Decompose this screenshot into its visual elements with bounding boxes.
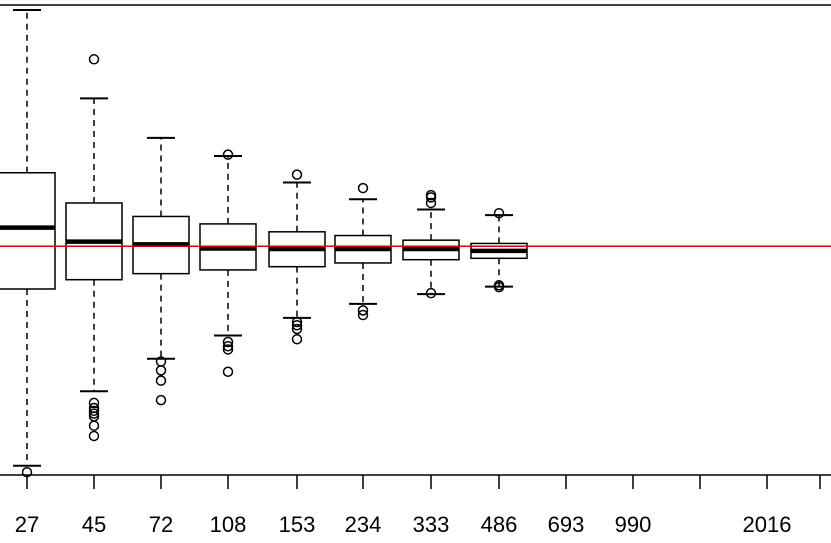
outlier-point — [357, 309, 369, 321]
x-tick-label: 153 — [279, 512, 316, 537]
box-iqr — [0, 172, 56, 290]
x-tick-label: 486 — [481, 512, 518, 537]
outlier-point — [357, 305, 369, 316]
box-27 — [0, 9, 56, 478]
outlier-point — [222, 344, 234, 355]
x-tick-label: 990 — [615, 512, 652, 537]
outlier-point — [222, 149, 234, 160]
outlier-point — [291, 316, 303, 328]
box-234 — [334, 182, 392, 321]
x-tick-label: 2016 — [743, 512, 792, 537]
outlier-point — [88, 408, 100, 419]
box-45 — [65, 54, 123, 442]
box-333 — [402, 189, 460, 299]
x-tick-label: 27 — [15, 512, 39, 537]
x-tick-label: 234 — [345, 512, 382, 537]
outlier-point — [425, 192, 437, 203]
outlier-point — [88, 54, 100, 65]
outlier-point — [155, 394, 167, 406]
x-tick-label: 333 — [413, 512, 450, 537]
outlier-point — [291, 169, 303, 180]
x-tick-label: 72 — [149, 512, 173, 537]
x-tick-label: 108 — [210, 512, 247, 537]
box-486 — [470, 207, 528, 293]
outlier-point — [425, 197, 437, 209]
outlier-point — [493, 207, 505, 219]
outlier-point — [291, 320, 303, 331]
box-72 — [132, 136, 190, 406]
plot-frame — [0, 4, 831, 476]
box-153 — [268, 169, 326, 345]
outlier-point — [88, 397, 100, 409]
outlier-point — [155, 375, 167, 386]
outlier-point — [222, 366, 234, 378]
outlier-point — [88, 420, 100, 431]
box-108 — [199, 149, 257, 378]
outlier-point — [222, 336, 234, 348]
x-axis: 27 45 72 108 153 234 333 486 693 990 2016 — [15, 475, 821, 537]
outlier-point — [222, 340, 234, 352]
x-tick-label: 693 — [548, 512, 585, 537]
outlier-point — [88, 430, 100, 442]
outlier-point — [291, 333, 303, 345]
boxes-layer — [0, 9, 528, 478]
outlier-point — [155, 365, 167, 376]
outlier-point — [425, 287, 437, 299]
outlier-point — [88, 405, 100, 417]
outlier-point — [493, 281, 505, 293]
outlier-point — [357, 182, 369, 194]
x-tick-label: 45 — [82, 512, 106, 537]
outlier-point — [291, 323, 303, 335]
